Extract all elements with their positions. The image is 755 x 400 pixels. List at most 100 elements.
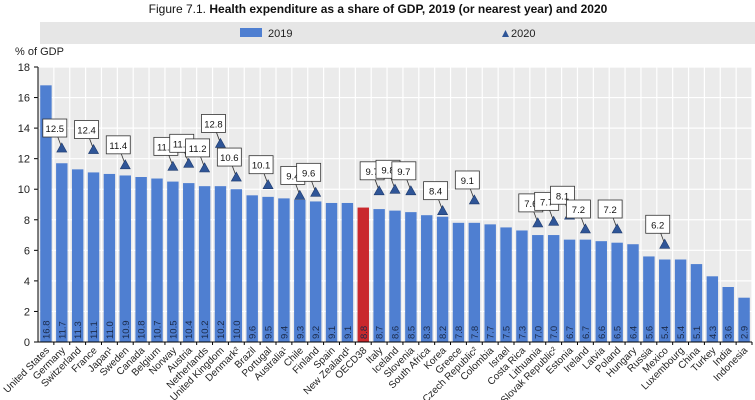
bar-2019 <box>230 189 243 342</box>
bar-value-label: 10.8 <box>137 321 148 340</box>
bar-value-label: 7.8 <box>454 326 465 339</box>
marker-value-label: 9.8 <box>381 165 394 176</box>
marker-value-label: 9.6 <box>302 168 315 179</box>
marker-2020 <box>548 215 560 226</box>
bar-value-label: 11.1 <box>89 321 100 339</box>
bar-2019 <box>674 259 687 342</box>
callout-pointer <box>660 233 665 242</box>
bar-value-label: 10.2 <box>200 321 211 340</box>
bar-2019 <box>214 186 227 342</box>
bar-2019 <box>71 169 84 342</box>
bar-2019 <box>56 163 68 342</box>
bar-value-label: 16.8 <box>41 321 52 340</box>
bar-value-label: 7.0 <box>549 326 560 339</box>
bar-value-label: 5.1 <box>692 326 703 339</box>
bar-2019 <box>309 201 322 342</box>
callout-pointer <box>216 132 220 141</box>
bar-2019 <box>325 202 338 342</box>
marker-2020 <box>214 137 226 148</box>
callout-box <box>391 161 417 181</box>
bar-2019 <box>690 264 703 342</box>
bar-value-label: 7.0 <box>533 326 544 339</box>
bar-2019 <box>659 259 671 342</box>
bar-value-label: 9.6 <box>248 326 259 339</box>
callout-box <box>645 214 671 234</box>
marker-value-label: 12.5 <box>46 124 65 135</box>
callout-pointer <box>57 136 62 146</box>
bar-value-label: 5.4 <box>676 326 687 339</box>
callout-pointer <box>549 210 554 219</box>
marker-value-label: 9.7 <box>397 167 410 178</box>
marker-2020 <box>659 238 671 249</box>
callout-box <box>296 162 322 182</box>
callout-box <box>105 135 131 155</box>
bar-2019 <box>135 177 147 342</box>
callout-box <box>216 147 242 167</box>
bar-2019 <box>373 209 385 342</box>
bar-value-label: 10.2 <box>216 321 227 340</box>
bar-2019 <box>516 230 528 342</box>
callout-box <box>185 138 211 158</box>
bar-2019 <box>500 227 512 342</box>
bar-2019 <box>627 244 639 342</box>
bar-2019 <box>722 287 734 342</box>
marker-2020 <box>310 186 322 197</box>
bar-value-label: 3.6 <box>724 326 735 339</box>
bar-2019 <box>151 178 163 342</box>
legend-label-2020: 2020 <box>511 28 535 40</box>
bar-value-label: 6.7 <box>581 326 592 339</box>
marker-2020 <box>262 179 274 189</box>
bar-value-label: 9.2 <box>311 326 322 339</box>
marker-value-label: 11.3 <box>157 142 175 153</box>
callout-pointer <box>200 156 204 166</box>
y-tick-label: 10 <box>18 184 30 196</box>
bar-2019 <box>183 183 195 342</box>
legend: 2019 2020 <box>40 22 755 44</box>
callout-pointer <box>311 181 316 190</box>
marker-2020 <box>579 223 591 234</box>
callout-box <box>248 155 274 175</box>
bar-value-label: 8.5 <box>406 326 417 339</box>
bar-2019 <box>278 198 290 342</box>
marker-value-label: 8.4 <box>429 187 442 198</box>
marker-2020 <box>532 217 544 228</box>
bar-value-label: 5.6 <box>644 326 655 339</box>
marker-value-label: 9.4 <box>286 171 299 182</box>
bar-value-label: 10.7 <box>153 321 164 340</box>
bar-value-label: 10.0 <box>232 321 243 340</box>
callout-pointer <box>89 138 93 147</box>
bar-2019 <box>421 215 433 342</box>
bar-2019 <box>341 202 354 342</box>
bar-2019 <box>87 172 100 342</box>
bar-2019 <box>563 239 576 342</box>
bar-value-label: 9.4 <box>279 326 290 339</box>
bar-value-label: 7.3 <box>517 326 528 339</box>
bar-value-label: 6.4 <box>629 326 640 339</box>
y-tick-label: 6 <box>24 245 30 257</box>
bar-value-label: 9.5 <box>264 326 275 339</box>
bar-value-label: 8.6 <box>391 326 402 339</box>
bar-2019 <box>389 210 401 342</box>
callout-pointer <box>120 153 125 162</box>
marker-2020 <box>56 142 68 153</box>
bar-value-label: 8.7 <box>375 326 386 339</box>
bar-value-label: 9.1 <box>343 326 354 339</box>
callout-pointer <box>469 188 474 198</box>
bar-value-label: 10.5 <box>168 321 179 340</box>
marker-2020 <box>230 171 242 182</box>
bar-value-label: 8.3 <box>422 326 433 339</box>
marker-2020 <box>611 223 623 234</box>
callout-pointer <box>406 179 411 188</box>
bar-2019 <box>436 216 449 342</box>
bar-2019 <box>611 242 623 342</box>
bar-2019 <box>262 196 274 342</box>
bar-value-label: 2.9 <box>740 326 751 339</box>
bar-2019 <box>452 222 465 342</box>
marker-2020 <box>294 189 306 200</box>
bar-value-label: 6.6 <box>597 326 608 339</box>
bar-2019 <box>40 85 52 342</box>
bar-value-label: 5.4 <box>660 326 671 339</box>
bar-value-label: 6.7 <box>565 326 576 339</box>
bar-value-label: 7.5 <box>502 326 513 339</box>
bar-value-label: 10.4 <box>184 321 195 340</box>
